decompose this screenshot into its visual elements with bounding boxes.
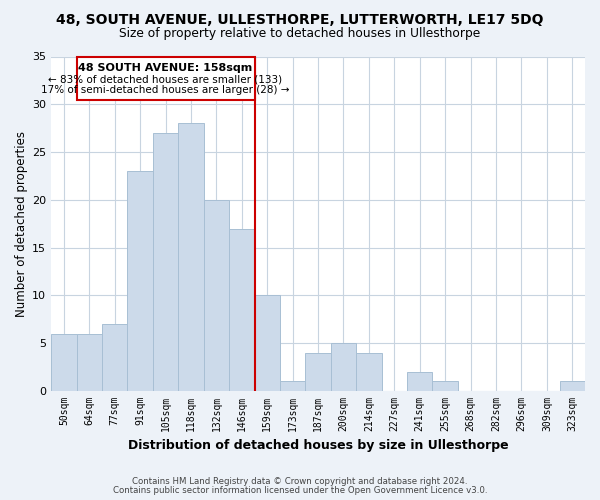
Bar xyxy=(77,334,102,391)
Bar xyxy=(254,296,280,391)
Bar xyxy=(560,382,585,391)
X-axis label: Distribution of detached houses by size in Ullesthorpe: Distribution of detached houses by size … xyxy=(128,440,508,452)
Text: 48, SOUTH AVENUE, ULLESTHORPE, LUTTERWORTH, LE17 5DQ: 48, SOUTH AVENUE, ULLESTHORPE, LUTTERWOR… xyxy=(56,12,544,26)
Bar xyxy=(153,133,178,391)
Bar xyxy=(178,124,203,391)
Text: Contains public sector information licensed under the Open Government Licence v3: Contains public sector information licen… xyxy=(113,486,487,495)
Bar xyxy=(433,382,458,391)
Bar xyxy=(229,228,254,391)
Bar xyxy=(305,353,331,391)
Bar xyxy=(280,382,305,391)
Bar xyxy=(203,200,229,391)
Text: Contains HM Land Registry data © Crown copyright and database right 2024.: Contains HM Land Registry data © Crown c… xyxy=(132,477,468,486)
Text: Size of property relative to detached houses in Ullesthorpe: Size of property relative to detached ho… xyxy=(119,28,481,40)
Text: 48 SOUTH AVENUE: 158sqm: 48 SOUTH AVENUE: 158sqm xyxy=(79,63,253,73)
Bar xyxy=(102,324,127,391)
Bar xyxy=(356,353,382,391)
Bar xyxy=(51,334,77,391)
Bar xyxy=(331,344,356,391)
Y-axis label: Number of detached properties: Number of detached properties xyxy=(15,131,28,317)
FancyBboxPatch shape xyxy=(77,56,254,100)
Text: 17% of semi-detached houses are larger (28) →: 17% of semi-detached houses are larger (… xyxy=(41,84,290,94)
Text: ← 83% of detached houses are smaller (133): ← 83% of detached houses are smaller (13… xyxy=(49,74,283,84)
Bar xyxy=(407,372,433,391)
Bar xyxy=(127,171,153,391)
